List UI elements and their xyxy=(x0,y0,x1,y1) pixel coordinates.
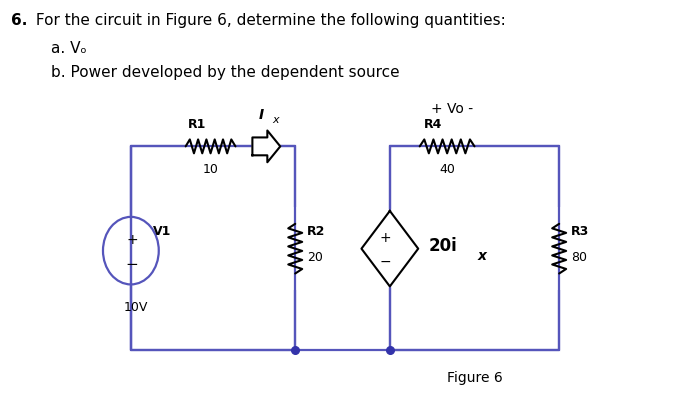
Text: Figure 6: Figure 6 xyxy=(447,370,503,384)
Text: + Vo -: + Vo - xyxy=(431,101,473,115)
Text: +: + xyxy=(379,230,391,244)
Text: +: + xyxy=(126,232,138,246)
Text: 10: 10 xyxy=(202,163,218,176)
Text: 20i: 20i xyxy=(428,236,457,254)
Text: 6.: 6. xyxy=(11,13,28,28)
Polygon shape xyxy=(253,131,280,163)
Text: 10V: 10V xyxy=(124,300,148,313)
Text: a. Vₒ: a. Vₒ xyxy=(51,41,87,56)
Text: R2: R2 xyxy=(307,225,326,238)
Text: −: − xyxy=(125,256,138,271)
Text: I: I xyxy=(259,107,264,121)
Text: 20: 20 xyxy=(307,251,323,263)
Text: R4: R4 xyxy=(424,118,442,131)
Text: x: x xyxy=(272,114,279,124)
Text: V1: V1 xyxy=(153,225,172,238)
Text: 80: 80 xyxy=(571,251,587,263)
Text: For the circuit in Figure 6, determine the following quantities:: For the circuit in Figure 6, determine t… xyxy=(32,13,506,28)
Text: −: − xyxy=(379,254,391,268)
Text: R3: R3 xyxy=(571,225,589,238)
Text: b. Power developed by the dependent source: b. Power developed by the dependent sour… xyxy=(51,65,400,80)
Text: 40: 40 xyxy=(439,163,455,176)
Text: x: x xyxy=(478,248,487,262)
Polygon shape xyxy=(361,211,418,287)
Text: R1: R1 xyxy=(188,118,206,131)
